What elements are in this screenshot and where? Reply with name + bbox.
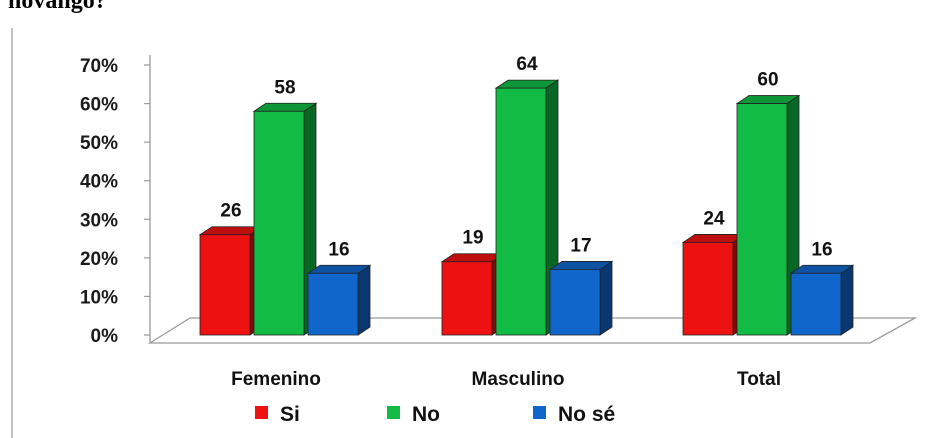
bars: 26 58 16 19 64 17 24 60 16 [198,54,855,336]
x-axis: Femenino Masculino Total [231,369,781,390]
bar-front-face [790,272,842,336]
bar-side-face [357,264,371,336]
bar-front-face [549,269,601,336]
y-tick-label: 30% [80,210,118,231]
bar-si-masculino: 19 [440,228,506,336]
y-tick-label: 10% [80,287,118,308]
bar-no-femenino: 58 [252,77,318,336]
y-tick-label: 60% [80,95,118,116]
bar-front-face [495,87,547,336]
legend-item-no-sé: No sé [533,403,615,426]
bar-no-sé-femenino: 16 [306,239,372,336]
floor-plane [147,317,918,344]
legend-swatch [387,406,400,419]
x-category-label: Masculino [472,369,565,390]
data-label: 19 [462,228,483,249]
bar-front-face [736,103,788,336]
y-tick-label: 70% [80,56,118,77]
legend: Si No No sé [255,403,615,426]
y-tick-label: 0% [91,326,119,347]
bar-si-total: 24 [681,208,747,336]
data-label: 16 [811,239,832,260]
data-label: 16 [328,239,349,260]
bar-side-face [599,260,613,336]
y-tick-label: 50% [80,133,118,154]
data-label: 24 [703,208,725,229]
y-axis: 0% 10% 20% 30% 40% 50% 60% 70% [80,55,151,347]
legend-label: No sé [558,403,615,426]
data-label: 60 [757,70,778,91]
data-label: 58 [274,77,295,98]
x-category-label: Total [737,369,781,390]
bar-no-total: 60 [735,70,801,336]
legend-label: Si [280,403,300,426]
bar-no-masculino: 64 [494,54,560,336]
x-category-label: Femenino [231,369,321,390]
y-tick-label: 40% [80,172,118,193]
figure-caption-fragment: hovango? [8,0,107,14]
bar-side-face [840,264,854,336]
bar-front-face [441,261,493,336]
bar-no-sé-total: 16 [789,239,855,336]
bar-no-sé-masculino: 17 [548,235,614,336]
data-label: 26 [220,201,241,222]
legend-label: No [412,403,440,426]
legend-item-no: No [387,403,440,426]
data-label: 17 [570,235,591,256]
legend-swatch [533,406,546,419]
legend-item-si: Si [255,403,300,426]
bar-front-face [253,110,305,336]
bar-front-face [682,242,734,336]
bar-front-face [307,272,359,336]
data-label: 64 [516,54,538,75]
bar-si-femenino: 26 [198,201,264,336]
chart-floor [147,317,918,344]
y-tick-label: 20% [80,249,118,270]
bar-front-face [199,234,251,336]
legend-swatch [255,406,268,419]
